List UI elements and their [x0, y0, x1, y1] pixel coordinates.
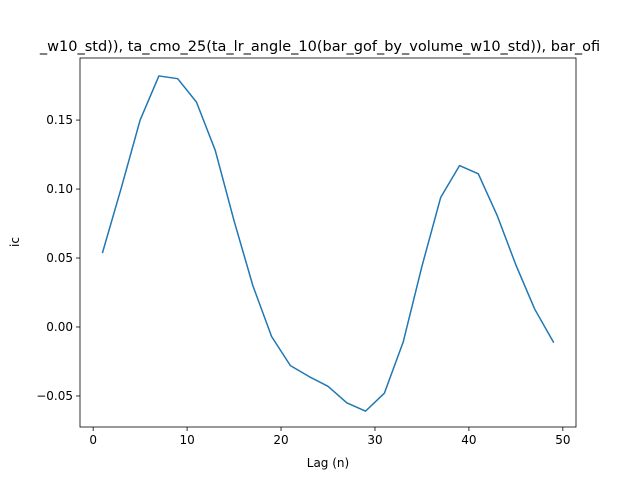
y-tick-label: 0.05 — [46, 251, 73, 265]
x-tick-label: 0 — [89, 433, 97, 447]
x-tick-label: 30 — [367, 433, 382, 447]
x-tick-label: 50 — [555, 433, 570, 447]
y-tick-label: 0.15 — [46, 113, 73, 127]
x-tick-label: 40 — [461, 433, 476, 447]
y-tick-label: −0.05 — [36, 389, 73, 403]
x-tick-label: 20 — [273, 433, 288, 447]
x-axis-label: Lag (n) — [307, 456, 349, 470]
axes-frame — [79, 57, 577, 428]
plot-area: 0 10 20 30 40 50 −0.05 0.00 0.05 0.10 0.15 — [36, 57, 577, 447]
y-tick-label: 0.10 — [46, 182, 73, 196]
y-tick-label: 0.00 — [46, 320, 73, 334]
series-line-0 — [101, 75, 555, 412]
y-axis-label: ic — [8, 237, 22, 247]
chart-title: _w10_std)), ta_cmo_25(ta_lr_angle_10(bar… — [39, 39, 600, 55]
x-tick-label: 10 — [179, 433, 194, 447]
